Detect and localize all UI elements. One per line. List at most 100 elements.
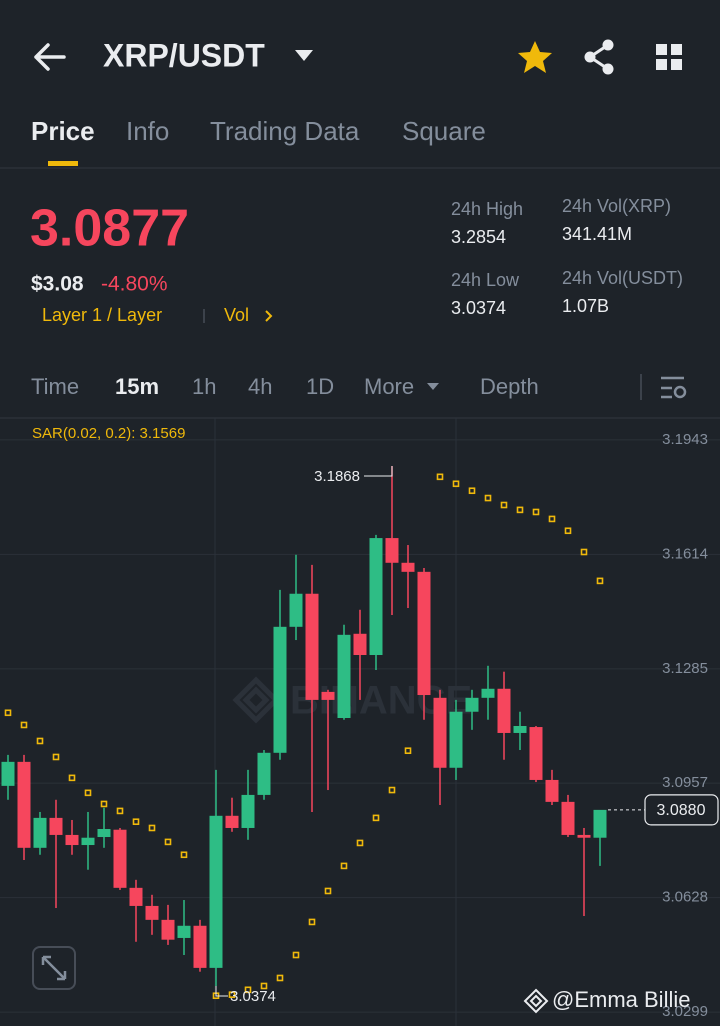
sar-dot xyxy=(564,527,572,535)
watermark-logo xyxy=(523,988,549,1014)
tab[interactable]: Info xyxy=(126,116,169,146)
sar-dot xyxy=(372,814,380,822)
stat-value: 3.2854 xyxy=(451,227,506,247)
sar-dot xyxy=(228,991,236,998)
candle-body xyxy=(33,817,47,848)
candle-body xyxy=(1,761,15,786)
candle-body xyxy=(97,829,111,838)
sar-dot xyxy=(84,789,92,797)
candle-body xyxy=(465,697,479,712)
candle-body xyxy=(161,919,175,940)
chart-watermark-logo xyxy=(232,676,280,724)
sar-dot xyxy=(116,807,124,815)
candle-body xyxy=(209,815,223,968)
candle-body xyxy=(449,711,463,768)
last-price: 3.0877 xyxy=(30,200,189,258)
candle-body xyxy=(481,688,495,698)
candle-body xyxy=(321,691,335,700)
last-price-label: 3.0880 xyxy=(657,802,706,819)
stat-value: 3.0374 xyxy=(451,298,506,318)
chart-settings[interactable] xyxy=(661,376,687,399)
candle-body xyxy=(305,593,319,700)
stat-label: 24h Low xyxy=(451,270,520,290)
candle-body xyxy=(337,634,351,718)
stat-label: 24h Vol(USDT) xyxy=(562,268,683,288)
candle-body xyxy=(593,809,607,838)
interval-option[interactable]: 1h xyxy=(192,374,216,399)
sar-dot xyxy=(500,501,508,509)
menu-button[interactable] xyxy=(656,44,682,70)
sar-dot xyxy=(260,982,268,990)
sar-dot xyxy=(276,974,284,982)
sar-dot xyxy=(132,818,140,826)
candle-body xyxy=(177,925,191,938)
candle-body xyxy=(513,726,527,733)
sar-dot xyxy=(548,515,556,523)
pair-title[interactable]: XRP/USDT xyxy=(103,37,265,73)
stat-label: 24h High xyxy=(451,199,523,219)
back-button[interactable] xyxy=(34,43,66,71)
indicator-label: SAR(0.02, 0.2): 3.1569 xyxy=(32,425,185,442)
candle-body xyxy=(241,794,255,828)
candle-body xyxy=(225,815,239,828)
sar-dot xyxy=(340,862,348,870)
expand-button[interactable] xyxy=(32,946,76,990)
y-tick-label: 3.1943 xyxy=(662,431,708,448)
candle-body xyxy=(497,688,511,733)
low-annotation: 3.0374 xyxy=(230,988,276,1005)
sar-dot xyxy=(180,851,188,859)
more-dropdown[interactable] xyxy=(427,383,439,390)
sar-dot xyxy=(148,824,156,832)
candle-body xyxy=(49,817,63,835)
candle-body xyxy=(129,887,143,906)
price-change: -4.80% xyxy=(101,273,168,296)
candle-body xyxy=(145,905,159,920)
candle-body xyxy=(385,538,399,563)
usd-price: $3.08 xyxy=(31,273,84,296)
sar-dot xyxy=(404,747,412,755)
tab[interactable]: Price xyxy=(31,116,95,146)
stat-value: 1.07B xyxy=(562,296,609,316)
candle-body xyxy=(113,829,127,888)
candle-body xyxy=(193,925,207,968)
expand-icon xyxy=(41,955,67,981)
sar-dot xyxy=(164,838,172,846)
high-leader xyxy=(364,466,393,477)
interval-option[interactable]: 4h xyxy=(248,374,272,399)
sar-dot xyxy=(4,709,12,717)
candle-body xyxy=(433,697,447,768)
vol-link[interactable]: Vol xyxy=(224,305,249,325)
interval-option[interactable]: 1D xyxy=(306,374,334,399)
tab[interactable]: Trading Data xyxy=(210,116,360,146)
candle-body xyxy=(81,837,95,846)
active-tab-indicator xyxy=(48,161,78,166)
sar-dot xyxy=(292,951,300,959)
interval-option[interactable]: Time xyxy=(31,374,79,399)
sar-dot xyxy=(100,800,108,808)
sar-dot xyxy=(324,887,332,895)
y-tick-label: 3.1285 xyxy=(662,660,708,677)
interval-option[interactable]: More xyxy=(364,374,414,399)
favorite-star[interactable] xyxy=(518,41,552,73)
candle-body xyxy=(17,761,31,848)
user-watermark: @Emma Billie xyxy=(552,987,690,1012)
share-button[interactable] xyxy=(584,39,614,75)
sar-dot xyxy=(532,508,540,516)
sar-dot xyxy=(36,737,44,745)
category-tag[interactable]: Layer 1 / Layer xyxy=(42,305,162,325)
y-tick-label: 3.1614 xyxy=(662,545,708,562)
sar-dot xyxy=(356,839,364,847)
candle-body xyxy=(273,626,287,753)
stat-label: 24h Vol(XRP) xyxy=(562,196,671,216)
y-tick-label: 3.0299 xyxy=(662,1003,708,1020)
high-annotation: 3.1868 xyxy=(314,468,360,485)
interval-option[interactable]: Depth xyxy=(480,374,539,399)
pair-dropdown[interactable] xyxy=(295,50,313,61)
interval-option[interactable]: 15m xyxy=(115,374,159,399)
sar-dot xyxy=(20,721,28,729)
sar-dot xyxy=(452,480,460,488)
candle-body xyxy=(369,538,383,656)
tab[interactable]: Square xyxy=(402,116,486,146)
sar-dot xyxy=(388,786,396,794)
